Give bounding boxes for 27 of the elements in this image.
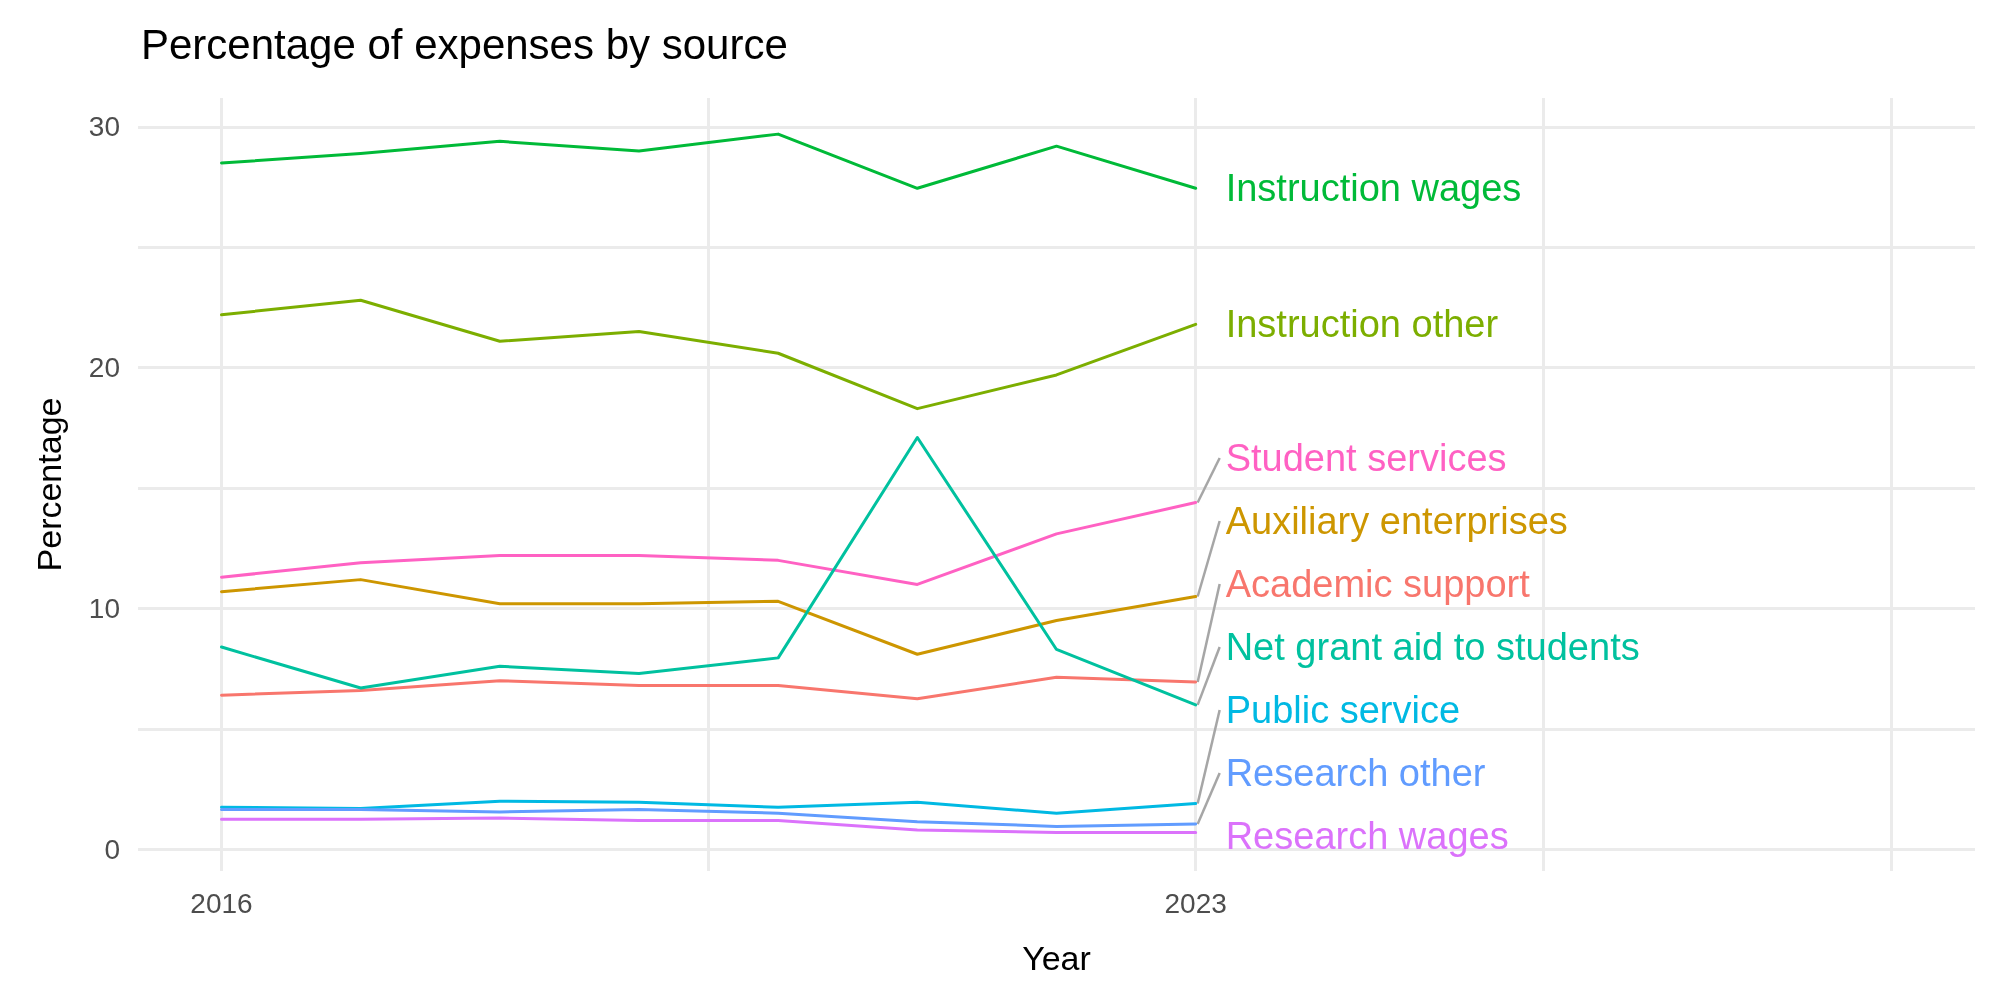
series-label: Student services (1225, 437, 1507, 479)
text: Academic support (1225, 563, 1531, 605)
series-label: Auxiliary enterprises (1225, 500, 1568, 542)
text: Public service (1225, 689, 1461, 731)
y-axis-title: Percentage (30, 397, 68, 572)
line-series (220, 675, 1198, 701)
line-series (220, 501, 1198, 586)
y-tick-label: 10 (88, 593, 120, 625)
line-series (220, 816, 1198, 834)
line-series (220, 799, 1198, 815)
y-tick-label: 20 (88, 352, 120, 384)
series-label: Instruction wages (1225, 167, 1522, 210)
y-tick-label: 30 (88, 111, 120, 143)
line-series (220, 578, 1198, 656)
x-tick-label: 2023 (1164, 887, 1227, 919)
series-label: Net grant aid to students (1225, 626, 1640, 668)
line-series (220, 808, 1198, 828)
series-label: Research wages (1225, 815, 1509, 857)
series-label: Instruction other (1225, 303, 1499, 346)
line-series (220, 436, 1198, 707)
y-tick-label: 0 (104, 833, 120, 865)
line-series (220, 132, 1198, 190)
series-label: Research other (1225, 752, 1486, 794)
x-axis-title: Year (1022, 939, 1091, 977)
line-series (220, 298, 1198, 411)
chart-title: Percentage of expenses by source (141, 20, 788, 68)
x-tick-label: 2016 (190, 887, 253, 919)
